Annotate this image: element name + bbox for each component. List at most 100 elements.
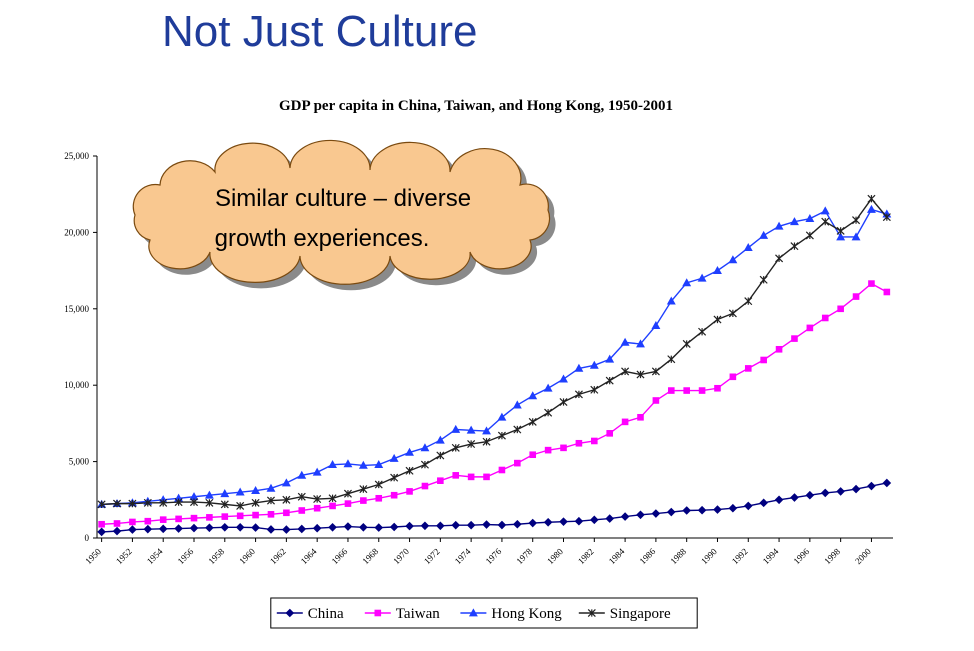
marker (698, 387, 706, 394)
marker (390, 473, 399, 482)
marker (452, 472, 460, 479)
marker (436, 521, 445, 531)
marker (714, 384, 721, 392)
marker (482, 426, 491, 435)
marker (374, 523, 384, 532)
marker (667, 387, 675, 394)
marker (159, 498, 168, 507)
marker (97, 527, 106, 537)
marker (866, 204, 876, 213)
marker (868, 280, 875, 287)
marker (267, 511, 275, 518)
marker (235, 522, 245, 532)
marker (820, 206, 830, 215)
marker (297, 524, 307, 534)
marker (482, 520, 491, 529)
marker (760, 356, 767, 364)
marker (343, 522, 353, 531)
marker (252, 511, 259, 519)
x-tick-label: 1996 (791, 546, 811, 566)
marker (174, 498, 183, 507)
marker (451, 424, 461, 433)
x-tick-label: 1958 (206, 546, 226, 566)
marker (220, 500, 229, 509)
marker (374, 609, 382, 617)
marker (497, 520, 507, 530)
marker (358, 460, 368, 469)
marker (590, 385, 599, 394)
marker (359, 485, 368, 494)
y-tick-label: 25,000 (64, 151, 89, 161)
marker (251, 498, 260, 507)
marker (605, 514, 615, 523)
marker (466, 425, 476, 434)
marker (205, 523, 214, 533)
marker (790, 242, 799, 251)
marker (560, 444, 567, 452)
x-tick-label: 1972 (422, 546, 442, 566)
x-tick-label: 1962 (268, 546, 288, 566)
series-line (101, 208, 888, 506)
marker (435, 435, 445, 444)
marker (805, 231, 814, 240)
marker (328, 460, 338, 469)
marker (605, 376, 614, 385)
marker (851, 484, 861, 494)
marker (129, 518, 136, 526)
marker (867, 194, 876, 203)
marker (882, 478, 892, 488)
series-line (101, 282, 888, 525)
marker (344, 500, 352, 507)
marker (775, 345, 783, 353)
x-tick-label: 1970 (391, 546, 411, 566)
marker (590, 515, 599, 525)
marker (436, 451, 445, 460)
marker (143, 498, 152, 507)
x-tick-label: 1980 (545, 546, 565, 566)
marker (266, 496, 276, 505)
marker (483, 473, 490, 481)
marker (468, 608, 478, 617)
marker (420, 521, 430, 531)
marker (774, 221, 784, 230)
marker (636, 370, 645, 379)
marker (574, 363, 584, 372)
x-tick-label: 1990 (699, 546, 719, 566)
marker (143, 524, 153, 534)
x-tick-label: 1966 (330, 546, 350, 566)
marker (437, 477, 444, 484)
marker (544, 408, 553, 417)
y-tick-label: 15,000 (64, 304, 89, 314)
marker (837, 305, 844, 313)
marker (343, 459, 353, 468)
x-tick-label: 2000 (853, 546, 873, 566)
marker (220, 522, 230, 532)
marker (282, 525, 291, 534)
y-tick-label: 0 (85, 533, 90, 543)
marker (529, 451, 537, 459)
marker (405, 466, 414, 475)
legend-label: Hong Kong (491, 606, 562, 622)
marker (297, 470, 307, 479)
marker (189, 498, 199, 507)
marker (205, 498, 214, 507)
marker (759, 230, 769, 239)
marker (713, 315, 722, 324)
marker (128, 525, 137, 534)
x-tick-label: 1986 (638, 546, 658, 566)
marker (606, 430, 614, 437)
marker (682, 339, 691, 348)
y-tick-label: 10,000 (64, 380, 89, 390)
marker (220, 489, 230, 498)
marker (591, 437, 598, 445)
marker (128, 499, 137, 508)
marker (790, 493, 799, 502)
marker (621, 367, 630, 376)
marker (204, 490, 214, 499)
marker (221, 513, 229, 520)
marker (805, 490, 815, 500)
marker (528, 518, 538, 528)
x-tick-label: 1956 (176, 546, 196, 566)
marker (513, 519, 522, 529)
